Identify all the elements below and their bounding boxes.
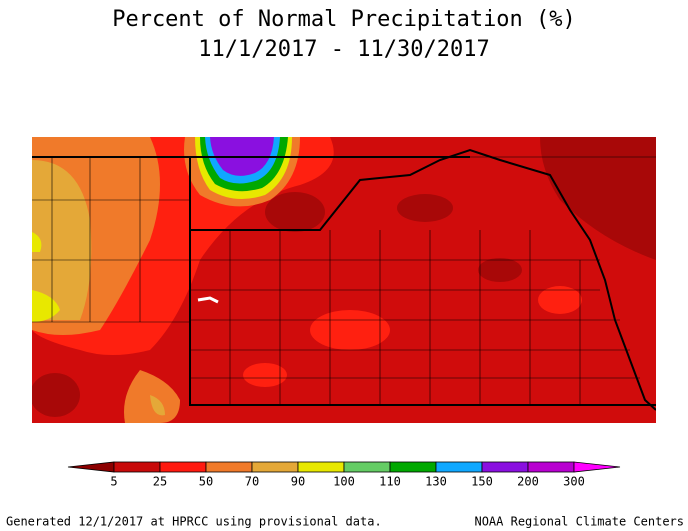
legend-label: 50	[199, 475, 213, 489]
legend-swatch	[297, 461, 345, 473]
legend-label: 130	[425, 475, 447, 489]
map-subtitle: 11/1/2017 - 11/30/2017	[198, 37, 489, 62]
legend-swatch	[435, 461, 483, 473]
legend-label: 90	[291, 475, 305, 489]
legend-label: 70	[245, 475, 259, 489]
legend-swatch	[251, 461, 299, 473]
legend-swatch	[159, 461, 207, 473]
legend: 5 25 50 70 90 100 110 130 150 200 300	[67, 461, 621, 489]
legend-swatch	[205, 461, 253, 473]
legend-arrow-right	[573, 461, 621, 473]
legend-label: 200	[517, 475, 539, 489]
legend-label: 300	[563, 475, 585, 489]
legend-swatch	[389, 461, 437, 473]
map-title: Percent of Normal Precipitation (%)	[112, 7, 576, 32]
legend-swatch	[481, 461, 529, 473]
legend-label: 150	[471, 475, 493, 489]
footer-left: Generated 12/1/2017 at HPRCC using provi…	[6, 515, 382, 529]
legend-swatch	[113, 461, 161, 473]
legend-label: 25	[153, 475, 167, 489]
legend-label: 100	[333, 475, 355, 489]
legend-swatch	[343, 461, 391, 473]
legend-label: 110	[379, 475, 401, 489]
legend-swatch	[527, 461, 575, 473]
legend-label: 5	[110, 475, 117, 489]
legend-arrow-left	[67, 461, 115, 473]
map	[32, 137, 656, 423]
footer-right: NOAA Regional Climate Centers	[474, 515, 684, 529]
